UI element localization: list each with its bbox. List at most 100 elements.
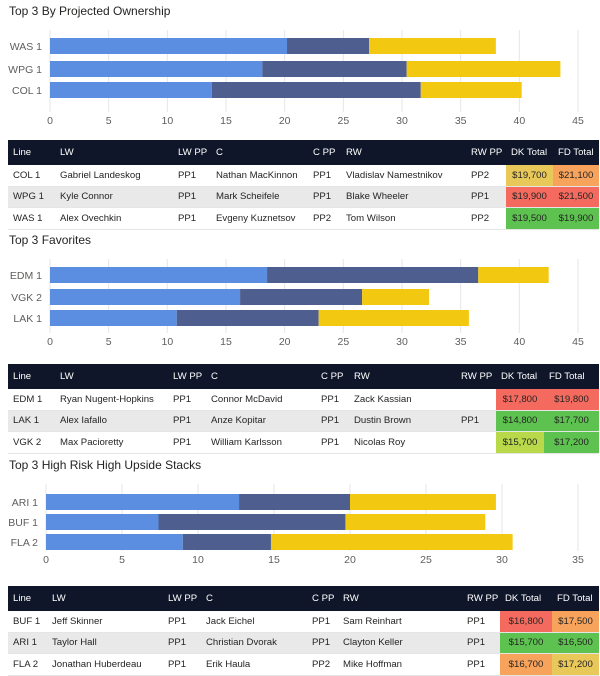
bar-segment-c[interactable]: [262, 61, 407, 77]
column-header[interactable]: Line: [8, 586, 47, 611]
column-header[interactable]: Line: [8, 364, 55, 389]
x-tick-label: 35: [455, 115, 467, 127]
column-header[interactable]: C: [211, 140, 308, 165]
bar-segment-c[interactable]: [211, 82, 421, 98]
favorites-lines-table: Line LW LW PP C C PP RW RW PP DK Total FD Total E…: [8, 364, 599, 454]
bar-segment-lw[interactable]: [46, 494, 240, 510]
y-category-label: LAK 1: [13, 313, 42, 325]
cell-lw: Jeff Skinner: [47, 611, 163, 633]
bar-segment-c[interactable]: [158, 514, 346, 530]
cell-rw-pp: [456, 389, 496, 411]
bar-segment-rw[interactable]: [350, 494, 496, 510]
bar-segment-rw[interactable]: [406, 61, 561, 77]
column-header[interactable]: RW PP: [462, 586, 500, 611]
cell-lw-pp: PP1: [173, 207, 211, 230]
bar-segment-lw[interactable]: [50, 61, 263, 77]
column-header[interactable]: LW: [47, 586, 163, 611]
bar-segment-rw[interactable]: [362, 289, 429, 305]
bar-segment-lw[interactable]: [50, 38, 288, 54]
x-tick-label: 45: [572, 336, 584, 348]
bar-segment-c[interactable]: [287, 38, 370, 54]
cell-lw-pp: PP1: [163, 632, 201, 654]
cell-dk: $19,500: [506, 207, 553, 230]
table-row[interactable]: ARI 1 Taylor Hall PP1 Christian Dvorak PP1 Cl…: [8, 632, 599, 654]
column-header[interactable]: FD Total: [552, 586, 599, 611]
cell-rw: Sam Reinhart: [338, 611, 462, 633]
cell-fd: $17,200: [552, 653, 599, 676]
cell-c-pp: PP1: [308, 165, 341, 187]
bar-segment-lw[interactable]: [50, 267, 268, 283]
column-header[interactable]: DK Total: [500, 586, 552, 611]
column-header[interactable]: C PP: [308, 140, 341, 165]
column-header[interactable]: LW PP: [168, 364, 206, 389]
table-row[interactable]: EDM 1 Ryan Nugent-Hopkins PP1 Connor McDavi…: [8, 389, 599, 411]
column-header[interactable]: C PP: [316, 364, 349, 389]
cell-c-pp: PP1: [308, 186, 341, 208]
cell-rw-pp: PP1: [456, 410, 496, 432]
bar-segment-rw[interactable]: [420, 82, 522, 98]
column-header[interactable]: C PP: [307, 586, 338, 611]
cell-fd: $17,700: [544, 410, 599, 432]
cell-lw: Alex Ovechkin: [55, 207, 173, 230]
table-row[interactable]: WAS 1 Alex Ovechkin PP1 Evgeny Kuznetsov PP2…: [8, 207, 599, 230]
table-row[interactable]: WPG 1 Kyle Connor PP1 Mark Scheifele PP1 Blak…: [8, 186, 599, 208]
x-tick-label: 5: [106, 336, 112, 348]
cell-lw-pp: PP1: [168, 389, 206, 411]
column-header[interactable]: C: [206, 364, 316, 389]
cell-c-pp: PP2: [308, 207, 341, 230]
x-tick-label: 10: [161, 115, 173, 127]
bar-segment-lw[interactable]: [46, 534, 183, 550]
cell-line: WAS 1: [8, 207, 55, 230]
bar-segment-lw[interactable]: [50, 310, 177, 326]
bar-segment-rw[interactable]: [345, 514, 486, 530]
column-header[interactable]: RW: [341, 140, 466, 165]
bar-segment-lw[interactable]: [50, 82, 212, 98]
cell-dk: $14,800: [496, 410, 544, 432]
cell-fd: $17,200: [544, 431, 599, 454]
cell-fd: $16,500: [552, 632, 599, 654]
column-header[interactable]: FD Total: [544, 364, 599, 389]
y-category-label: ARI 1: [12, 497, 38, 509]
column-header[interactable]: RW PP: [456, 364, 496, 389]
bar-segment-c[interactable]: [240, 289, 363, 305]
bar-segment-c[interactable]: [176, 310, 319, 326]
table-row[interactable]: VGK 2 Max Pacioretty PP1 William Karlsson PP…: [8, 431, 599, 454]
column-header[interactable]: LW PP: [163, 586, 201, 611]
cell-c: Erik Haula: [201, 653, 307, 676]
bar-segment-lw[interactable]: [50, 289, 241, 305]
column-header[interactable]: DK Total: [506, 140, 553, 165]
x-tick-label: 30: [496, 554, 508, 566]
column-header[interactable]: LW: [55, 140, 173, 165]
y-category-label: VGK 2: [11, 292, 42, 304]
x-tick-label: 15: [268, 554, 280, 566]
cell-c: Jack Eichel: [201, 611, 307, 633]
column-header[interactable]: LW PP: [173, 140, 211, 165]
cell-line: WPG 1: [8, 186, 55, 208]
bar-segment-rw[interactable]: [478, 267, 549, 283]
bar-segment-c[interactable]: [239, 494, 350, 510]
table-row[interactable]: FLA 2 Jonathan Huberdeau PP1 Erik Haula PP2 M…: [8, 653, 599, 676]
column-header[interactable]: C: [201, 586, 307, 611]
x-tick-label: 0: [47, 336, 53, 348]
table-row[interactable]: COL 1 Gabriel Landeskog PP1 Nathan MacKinno…: [8, 165, 599, 187]
bar-segment-c[interactable]: [182, 534, 271, 550]
column-header[interactable]: RW PP: [466, 140, 506, 165]
section-title-high-risk: Top 3 High Risk High Upside Stacks: [9, 458, 202, 472]
cell-rw-pp: PP1: [462, 653, 500, 676]
bar-segment-rw[interactable]: [270, 534, 513, 550]
column-header[interactable]: RW: [349, 364, 456, 389]
column-header[interactable]: DK Total: [496, 364, 544, 389]
column-header[interactable]: LW: [55, 364, 168, 389]
column-header[interactable]: Line: [8, 140, 55, 165]
bar-segment-rw[interactable]: [369, 38, 496, 54]
column-header[interactable]: RW: [338, 586, 462, 611]
table-row[interactable]: BUF 1 Jeff Skinner PP1 Jack Eichel PP1 Sam Re…: [8, 611, 599, 633]
cell-c-pp: PP1: [316, 389, 349, 411]
bar-segment-c[interactable]: [267, 267, 479, 283]
table-row[interactable]: LAK 1 Alex Iafallo PP1 Anze Kopitar PP1 Dusti…: [8, 410, 599, 432]
bar-segment-rw[interactable]: [318, 310, 469, 326]
bar-segment-lw[interactable]: [46, 514, 159, 530]
column-header[interactable]: FD Total: [553, 140, 599, 165]
cell-rw: Blake Wheeler: [341, 186, 466, 208]
cell-line: LAK 1: [8, 410, 55, 432]
